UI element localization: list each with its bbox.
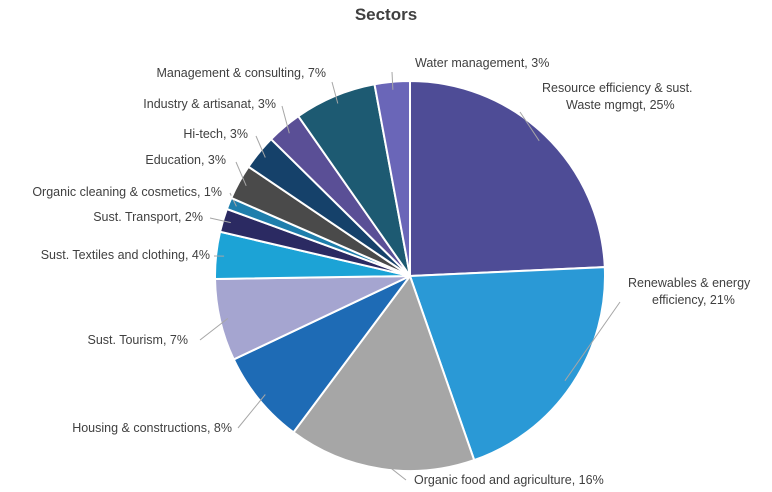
leader-line xyxy=(209,217,231,224)
slice-label: Water management, 3% xyxy=(415,56,549,70)
slice-label: Management & consulting, 7% xyxy=(156,66,326,80)
pie-slice xyxy=(232,275,411,434)
slice-label: Sust. Transport, 2% xyxy=(93,210,203,224)
slice-label: Organic food and agriculture, 16% xyxy=(414,473,604,487)
leader-line xyxy=(391,71,394,90)
slice-label: Industry & artisanat, 3% xyxy=(143,97,276,111)
leader-line xyxy=(237,394,266,429)
leader-line xyxy=(199,318,229,341)
slice-label: Sust. Tourism, 7% xyxy=(87,333,188,347)
leader-line xyxy=(255,135,266,158)
leader-line xyxy=(564,301,621,382)
leader-line xyxy=(519,111,540,142)
pie-slice xyxy=(408,266,606,462)
slice-label: Housing & constructions, 8% xyxy=(72,421,232,435)
chart-title: Sectors xyxy=(354,5,418,24)
pie-slice xyxy=(292,273,476,472)
slice-label: Education, 3% xyxy=(145,153,226,167)
pie-slice xyxy=(409,79,606,278)
slice-label: Renewables & energy efficiency, 21% xyxy=(628,276,751,307)
slice-label: Resource efficiency & sust. Waste mgmgt, … xyxy=(542,81,693,112)
leader-line xyxy=(331,81,339,104)
slice-label: Organic cleaning & cosmetics, 1% xyxy=(32,185,222,199)
leader-line xyxy=(381,460,407,481)
leader-line xyxy=(235,161,247,186)
slice-label: Hi-tech, 3% xyxy=(183,127,248,141)
slice-label: Sust. Textiles and clothing, 4% xyxy=(41,248,210,262)
leader-line xyxy=(281,105,290,134)
